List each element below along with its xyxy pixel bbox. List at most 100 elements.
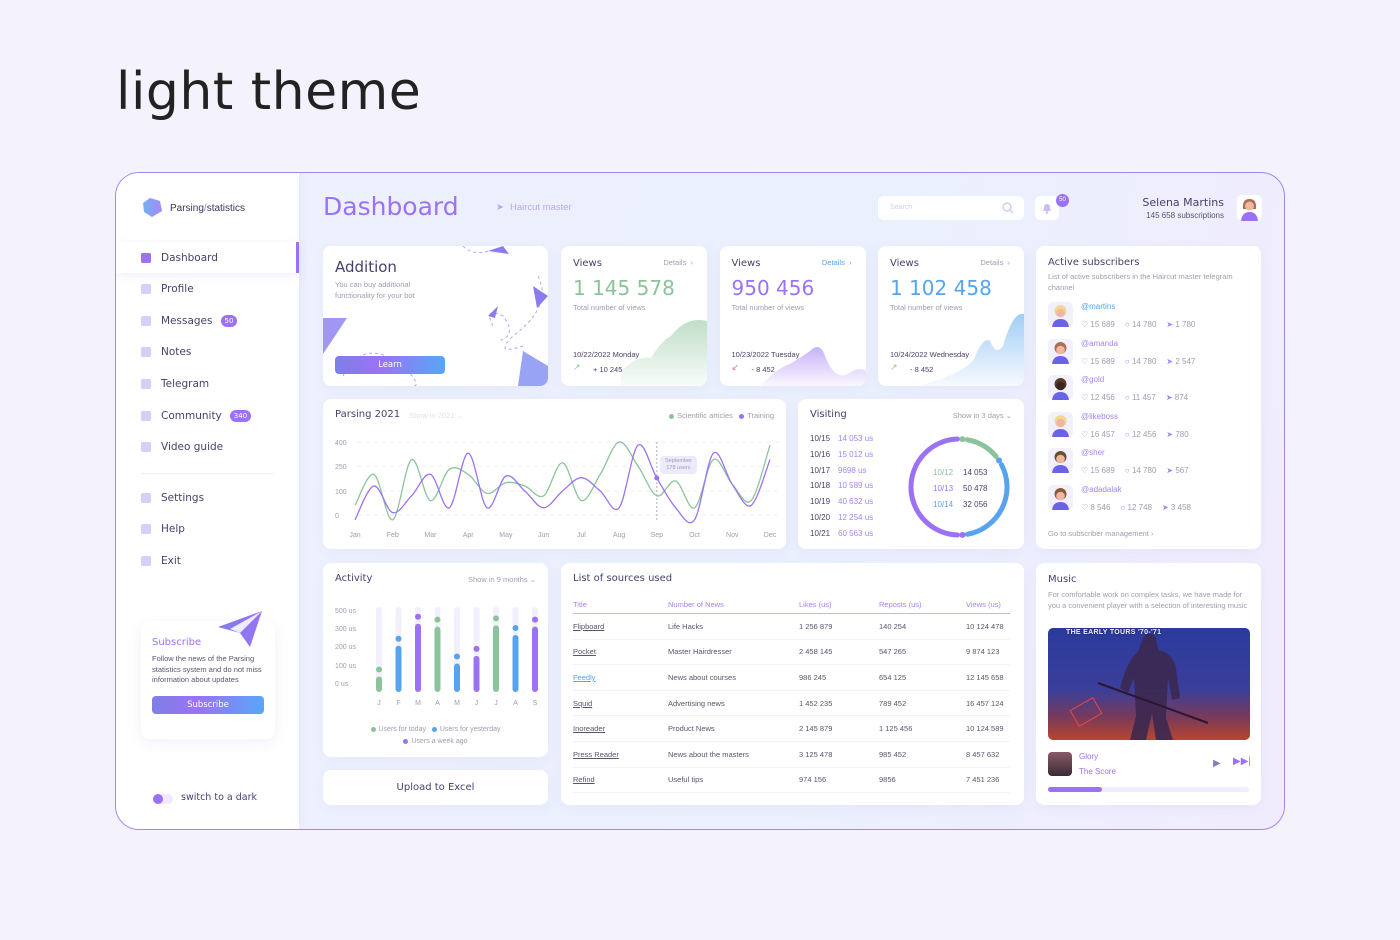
stat-likes: ♡ 12 456 (1081, 393, 1115, 402)
activity-filter[interactable]: Show in 9 months ⌄ (468, 575, 536, 584)
user-avatar[interactable] (1237, 195, 1262, 221)
column-header[interactable]: Likes (us) (799, 594, 879, 614)
play-button[interactable]: ▶ (1213, 758, 1221, 769)
table-cell: 654 125 (879, 664, 966, 691)
search-input[interactable]: Search (878, 196, 1024, 220)
sidebar-item-notes[interactable]: Notes (116, 337, 299, 368)
next-track-button[interactable]: ▶▶| (1233, 756, 1251, 767)
subscriber-handle[interactable]: @amanda (1081, 338, 1119, 348)
heart-icon: ♡ (1081, 466, 1091, 475)
visit-value: 40 632 us (838, 497, 874, 507)
sidebar-item-settings[interactable]: Settings (116, 482, 299, 513)
x-tick-label: S (533, 700, 538, 707)
source-link[interactable]: Feedly (573, 672, 596, 682)
column-header[interactable]: Reposts (us) (879, 594, 966, 614)
link-text: Go to subscriber management (1048, 529, 1149, 538)
mail-icon (141, 315, 151, 326)
details-label: Details (980, 258, 1004, 267)
comments-count: 12 456 (1131, 429, 1157, 439)
table-cell: Useful tips (668, 767, 799, 794)
source-link[interactable]: Squid (573, 698, 593, 708)
table-cell: 16 457 124 (966, 690, 1010, 717)
views-delta: - 8 452 (751, 365, 775, 374)
heart-icon: ♡ (1081, 393, 1091, 402)
stat-reposts: ➤ 3 458 (1162, 503, 1191, 512)
brand-right: statistics (206, 203, 246, 214)
x-tick-label: Jul (577, 532, 586, 539)
visit-date: 10/16 (810, 449, 831, 459)
heart-icon: ♡ (1081, 356, 1091, 366)
subscriber-handle[interactable]: @gold (1081, 375, 1105, 384)
visiting-row: 10/15 14 053 us (810, 434, 873, 443)
visit-value: 10 589 us (838, 481, 874, 491)
bar-point (434, 616, 441, 623)
sidebar-item-help[interactable]: Help (116, 514, 299, 545)
sidebar-item-label: Video guide (161, 441, 224, 454)
comment-icon: ○ (1124, 320, 1132, 329)
comments-count: 14 780 (1131, 466, 1157, 475)
source-link[interactable]: Inoreader (573, 724, 606, 734)
notifications-button[interactable] (1035, 196, 1059, 220)
brand-name: Parsing/statistics (170, 203, 245, 214)
reposts-count: 780 (1175, 429, 1189, 439)
dark-mode-toggle[interactable] (153, 794, 173, 804)
user-subscriptions: 145 658 subscriptions (1146, 211, 1224, 220)
subscriber-handle[interactable]: @likeboss (1081, 411, 1119, 421)
chevron-right-icon: › (1003, 258, 1010, 267)
send-icon: ➤ (1166, 356, 1176, 366)
sidebar-item-video-guide[interactable]: Video guide (116, 432, 299, 463)
subscriber-management-link[interactable]: Go to subscriber management › (1048, 529, 1153, 538)
exit-icon (141, 555, 151, 566)
subscriber-avatar[interactable] (1048, 448, 1073, 473)
addition-text: You can buy additional functionality for… (335, 280, 415, 300)
sidebar-item-community[interactable]: Community 340 (116, 400, 299, 431)
column-header[interactable]: Number of News (668, 594, 799, 614)
sidebar-item-profile[interactable]: Profile (116, 274, 299, 305)
subscriber-handle[interactable]: @martins (1081, 302, 1116, 311)
y-tick-label: 0 (335, 513, 339, 520)
details-link[interactable]: Details › (980, 258, 1010, 267)
stat-reposts: ➤ 874 (1166, 393, 1188, 402)
sidebar-item-telegram[interactable]: Telegram (116, 368, 299, 399)
details-link[interactable]: Details › (822, 258, 852, 267)
upload-excel-button[interactable]: Upload to Excel (323, 770, 548, 805)
likes-count: 16 457 (1090, 429, 1115, 439)
sidebar-item-dashboard[interactable]: Dashboard (116, 242, 299, 273)
channel-selector[interactable]: ➤ Haircut master (496, 202, 572, 213)
source-link[interactable]: Press Reader (573, 749, 619, 759)
subscriber-avatar[interactable] (1048, 411, 1073, 437)
visiting-filter[interactable]: Show in 3 days ⌄ (952, 411, 1012, 420)
subscriber-avatar[interactable] (1048, 302, 1073, 327)
subscriber-handle[interactable]: @adadalak (1081, 484, 1122, 494)
source-link[interactable]: Flipboard (573, 621, 605, 631)
subscriber-avatar[interactable] (1048, 375, 1073, 400)
subscribe-button[interactable]: Subscribe (152, 695, 264, 714)
brand-sep: / (203, 203, 207, 214)
details-link[interactable]: Details › (663, 258, 693, 267)
sidebar-item-messages[interactable]: Messages 50 (116, 305, 299, 336)
table-cell: 985 452 (879, 741, 966, 768)
track-progress-bar[interactable] (1048, 787, 1249, 792)
chart-legend: Scientific articles Training (669, 411, 774, 420)
table-cell: 9856 (879, 767, 966, 794)
reposts-count: 874 (1174, 393, 1189, 402)
table-cell: 9 874 123 (966, 639, 1010, 666)
sidebar-item-exit[interactable]: Exit (116, 545, 299, 576)
table-cell: News about the masters (668, 741, 799, 768)
year-filter[interactable]: Show in 2021 ⌄ (409, 411, 463, 420)
subscribe-card: Subscribe Follow the news of the Parsing… (141, 621, 275, 739)
subscriber-stats: ♡ 15 689 ○ 14 780 ➤ 567 (1081, 460, 1199, 478)
subscriber-avatar[interactable] (1048, 484, 1073, 510)
column-header[interactable]: Views (us) (966, 594, 1010, 614)
visit-date: 10/20 (810, 513, 831, 522)
learn-button[interactable]: Learn (335, 356, 445, 374)
slice-label: 10/13 (933, 484, 954, 493)
source-link[interactable]: Refind (573, 775, 595, 785)
subscriber-handle[interactable]: @sher (1081, 448, 1105, 457)
column-header[interactable]: Title (573, 594, 668, 614)
comment-icon: ○ (1124, 466, 1132, 475)
bell-icon (1043, 204, 1051, 214)
subscriber-avatar[interactable] (1048, 338, 1073, 364)
source-link[interactable]: Pocket (573, 647, 596, 657)
views-date: 10/23/2022 Tuesday (731, 350, 800, 359)
